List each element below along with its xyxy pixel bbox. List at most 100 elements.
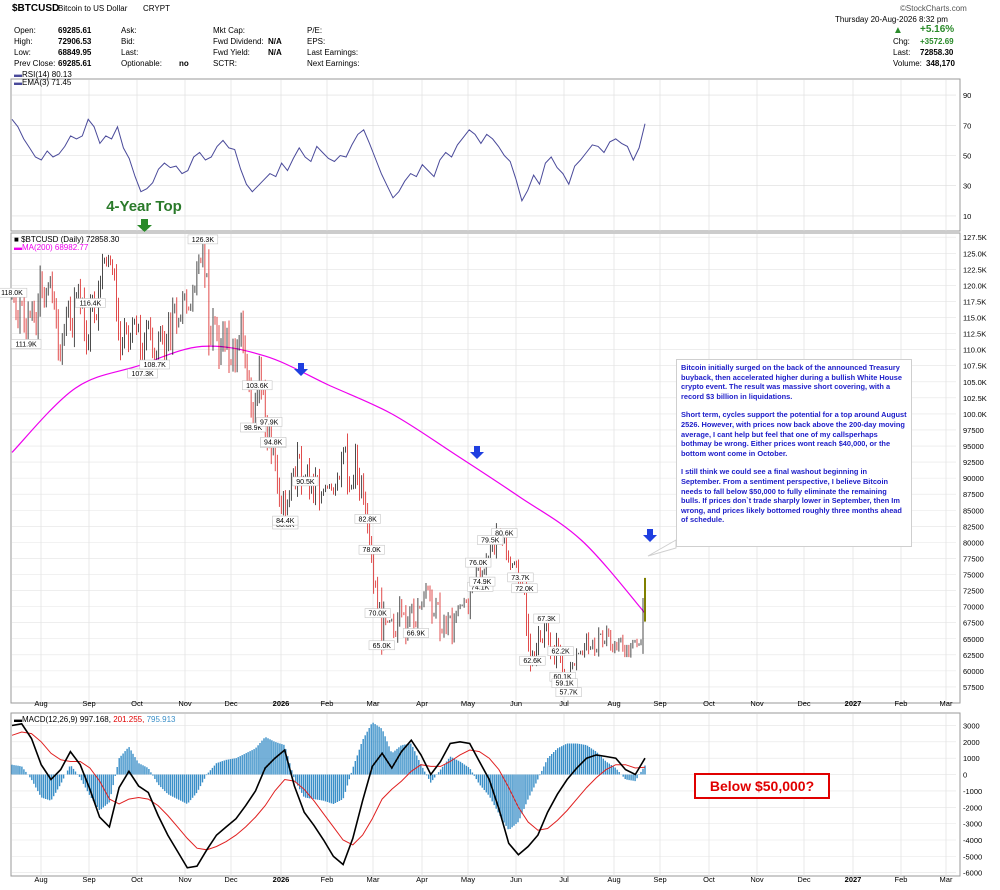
x-tick-label: Apr (416, 699, 428, 708)
last-label: Last: (121, 48, 139, 57)
price-label: 74.9K (469, 576, 496, 587)
ma200-line (11, 345, 646, 614)
x-tick-label: Feb (895, 875, 908, 884)
pe-label: P/E: (307, 26, 323, 35)
macd-tick-label: -2000 (963, 803, 982, 812)
prev-close-label: Prev Close: (14, 59, 56, 68)
price-tick-label: 95000 (963, 442, 984, 451)
macd-line (11, 722, 646, 869)
x-tick-label: Oct (703, 875, 716, 884)
x-tick-label: Sep (82, 699, 95, 708)
change-value: +3572.69 (920, 37, 954, 46)
open-label: Open: (14, 26, 36, 35)
low-label: Low: (14, 48, 31, 57)
macd-tick-label: 3000 (963, 721, 980, 730)
x-tick-label: Mar (940, 875, 953, 884)
price-tick-label: 122.5K (963, 265, 987, 274)
x-tick-label: Nov (178, 699, 192, 708)
x-tick-label: Mar (940, 699, 953, 708)
x-tick-label: Sep (653, 699, 666, 708)
price-label-text: 108.7K (144, 362, 167, 369)
rsi-layer (11, 118, 646, 203)
price-label-box (139, 359, 170, 370)
blue-down-arrow-icon (643, 529, 657, 542)
price-label-box (10, 339, 42, 349)
price-label-box (256, 417, 283, 427)
high-value: 72906.53 (58, 37, 92, 46)
price-label: 118.0K (0, 287, 28, 298)
price-label: 90.5K (292, 476, 319, 487)
price-label: 94.8K (260, 437, 287, 447)
datetime: Thursday 20-Aug-2026 8:32 pm (835, 15, 948, 24)
optionable-value: no (179, 59, 189, 68)
price-label-text: 83.8K (276, 522, 295, 529)
bid-label: Bid: (121, 37, 135, 46)
macd-layer (11, 722, 646, 869)
ema-legend: ▬EMA(3) 71.45 (14, 78, 72, 87)
optionable-label: Optionable: (121, 59, 162, 68)
volume-value: 348,170 (926, 59, 955, 68)
ask-label: Ask: (121, 26, 137, 35)
price-tick-label: 70000 (963, 603, 984, 612)
price-label-text: 98.9K (244, 425, 263, 432)
price-label-text: 72.0K (515, 586, 534, 593)
price-label-box (354, 514, 381, 524)
sctr-label: SCTR: (213, 59, 237, 68)
change-label: Chg: (893, 37, 910, 46)
x-tick-label: 2027 (845, 875, 862, 884)
x-tick-label: Feb (321, 699, 334, 708)
below-50000-callout: Below $50,000? (694, 773, 830, 799)
macd-legend: ▬MACD(12,26,9) 997.168, 201.255, 795.913 (14, 715, 176, 724)
price-label: 111.9K (10, 339, 42, 349)
price-label-text: 90.5K (296, 479, 315, 486)
price-label: 57.7K (555, 687, 582, 697)
price-label-box (547, 646, 574, 656)
price-label-box (402, 628, 429, 638)
exchange: CRYPT (143, 4, 170, 13)
rsi-panel (10, 78, 961, 232)
prev-close-value: 69285.61 (58, 59, 92, 68)
price-legend: ■ $BTCUSD (Daily) 72858.30 (14, 235, 120, 244)
x-tick-label: Mar (367, 875, 380, 884)
price-tick-label: 115.0K (963, 314, 986, 323)
price-label-text: 84.4K (276, 518, 295, 525)
commentary-note: Bitcoin initially surged on the back of … (676, 359, 912, 547)
price-label-text: 65.0K (373, 643, 392, 650)
price-tick-label: 125.0K (963, 249, 987, 258)
price-label-text: 74.9K (473, 579, 492, 586)
blue-down-arrow-icon (294, 363, 308, 376)
low-value: 68849.95 (58, 48, 92, 57)
price-tick-label: 62500 (963, 651, 984, 660)
price-tick-label: 85000 (963, 506, 984, 515)
macd-tick-label: -5000 (963, 852, 982, 861)
macd-legend-value: 997.168, (79, 715, 111, 724)
price-label-text: 70.0K (369, 611, 388, 618)
x-tick-label: Dec (224, 699, 238, 708)
price-tick-label: 105.0K (963, 378, 987, 387)
price-label-text: 118.0K (1, 290, 23, 297)
price-label-box (491, 528, 518, 538)
price-tick-label: 117.5K (963, 297, 986, 306)
price-tick-label: 80000 (963, 538, 984, 547)
price-label-box (465, 557, 492, 568)
symbol: $BTCUSD (12, 3, 60, 14)
price-label: 108.7K (139, 359, 170, 370)
macd-tick-label: -1000 (963, 787, 982, 796)
price-label: 67.3K (533, 613, 560, 624)
price-label: 103.6K (242, 380, 273, 391)
price-label-box (368, 640, 395, 651)
price-tick-label: 87500 (963, 490, 984, 499)
price-tick-label: 75000 (963, 571, 984, 580)
price-layer: 111.9K 107.3K 118.0K 108.7K 126.3K 103.6K 116.… (0, 234, 646, 697)
price-tick-label: 82500 (963, 522, 984, 531)
price-label: 98.9K (240, 422, 267, 433)
note-paragraph-3: I still think we could see a final washo… (681, 467, 902, 525)
price-label-text: 126.3K (192, 237, 215, 244)
price-label-box (260, 437, 287, 447)
macd-tick-label: 0 (963, 771, 967, 780)
price-tick-label: 72500 (963, 587, 984, 596)
price-label: 73.7K (507, 572, 534, 583)
rsi-legend-text: RSI(14) 80.13 (22, 70, 72, 79)
price-label-box (533, 613, 560, 624)
open-value: 69285.61 (58, 26, 92, 35)
